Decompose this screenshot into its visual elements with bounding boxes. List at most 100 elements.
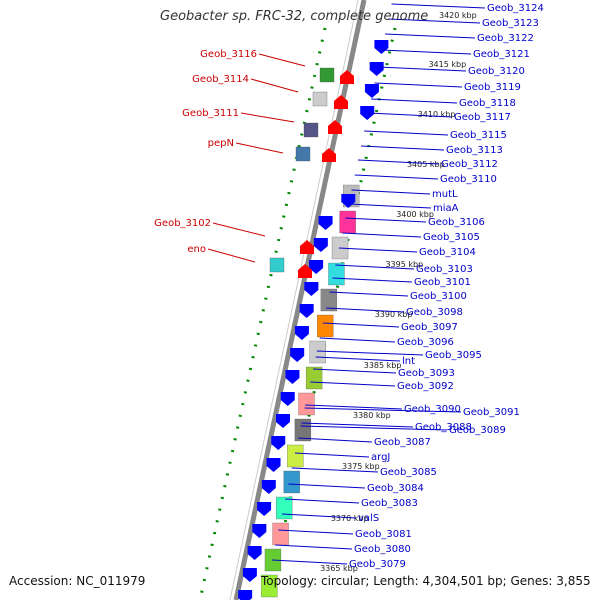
sequence-axis [233, 0, 367, 600]
tick-label: 3400 kbp [396, 210, 434, 219]
left-gene-label: Geob_3116 [200, 49, 257, 60]
right-label-leader [360, 145, 445, 151]
left-feature-block [269, 257, 285, 273]
feature-block [320, 288, 338, 312]
right-label-leader [288, 483, 366, 489]
right-gene-label: Geob_3110 [440, 174, 497, 185]
tick-label: 3410 kbp [418, 110, 456, 119]
right-label-leader [391, 3, 486, 9]
feature-block [283, 470, 300, 494]
right-label-leader [271, 559, 348, 565]
right-gene-label: Geob_3095 [425, 350, 482, 361]
feature-block [287, 444, 304, 468]
right-gene-label: Geob_3106 [428, 217, 485, 228]
feature-block [294, 418, 312, 442]
tick-label: 3385 kbp [364, 361, 402, 370]
right-label-leader [278, 529, 354, 535]
forward-gene-arrow [322, 148, 336, 162]
forward-gene-arrow [300, 240, 314, 254]
right-label-leader [322, 322, 400, 328]
feature-block [261, 574, 278, 598]
right-label-leader [275, 544, 353, 550]
reverse-gene-arrow [261, 480, 276, 494]
right-gene-label: Geob_3079 [349, 559, 406, 570]
right-label-leader [312, 368, 397, 374]
reverse-gene-arrow [374, 40, 389, 54]
right-gene-label: valS [358, 513, 379, 524]
forward-gene-arrow [328, 120, 342, 134]
right-tick-line [266, 27, 397, 600]
genome-title: Geobacter sp. FRC-32, complete genome [160, 9, 429, 24]
feature-block [328, 262, 345, 286]
left-label-leader [250, 78, 299, 93]
right-gene-label: Geob_3103 [416, 264, 473, 275]
topology-summary: Topology: circular; Length: 4,304,501 bp… [261, 574, 591, 588]
right-gene-label: lnt [402, 356, 415, 367]
left-label-leader [235, 142, 284, 154]
left-label-leader [240, 112, 295, 123]
right-gene-label: argJ [371, 452, 390, 463]
right-gene-label: Geob_3085 [380, 467, 437, 478]
right-gene-label: Geob_3124 [487, 3, 544, 14]
right-label-leader [291, 467, 379, 473]
right-label-leader [364, 130, 449, 136]
right-label-leader [374, 82, 463, 88]
right-label-leader [388, 18, 481, 24]
right-gene-label: mutL [432, 189, 458, 200]
right-gene-label: Geob_3080 [354, 544, 411, 555]
right-label-leader [316, 350, 424, 356]
forward-gene-arrow [334, 95, 348, 109]
right-label-leader [385, 33, 476, 39]
reverse-gene-arrow [285, 370, 300, 384]
reverse-gene-arrow [318, 216, 333, 230]
reverse-gene-arrow [257, 502, 272, 516]
reverse-gene-arrow [252, 524, 267, 538]
tick-label: 3420 kbp [439, 11, 477, 20]
left-gene-label: Geob_3111 [182, 108, 239, 119]
feature-block [305, 366, 323, 390]
reverse-gene-arrow [238, 590, 253, 600]
reverse-gene-arrow [304, 282, 319, 296]
right-gene-label: miaA [433, 203, 459, 214]
reverse-gene-arrow [266, 458, 281, 472]
reverse-gene-arrow [360, 106, 375, 120]
forward-gene-arrow [298, 264, 312, 278]
right-label-leader [371, 98, 458, 104]
left-gene-label: Geob_3114 [192, 74, 249, 85]
right-label-leader [301, 422, 414, 428]
right-label-leader [342, 232, 422, 238]
right-gene-label: Geob_3083 [361, 498, 418, 509]
right-label-leader [285, 498, 360, 504]
reverse-gene-arrow [247, 546, 262, 560]
right-label-leader [310, 381, 396, 387]
tick-label: 3380 kbp [353, 411, 391, 420]
right-gene-label: Geob_3113 [446, 145, 503, 156]
right-label-leader [357, 159, 440, 165]
right-label-leader [368, 112, 453, 118]
right-gene-label: Geob_3118 [459, 98, 516, 109]
right-label-leader [305, 404, 403, 410]
feature-block [272, 522, 289, 546]
forward-gene-arrow [340, 70, 354, 84]
right-label-leader [339, 247, 418, 253]
right-label-leader [351, 189, 431, 195]
left-feature-block [319, 67, 335, 83]
right-gene-label: Geob_3112 [441, 159, 498, 170]
right-gene-label: Geob_3123 [482, 18, 539, 29]
tick-label: 3395 kbp [385, 260, 423, 269]
right-label-leader [281, 513, 357, 519]
left-feature-block [303, 122, 319, 138]
right-gene-label: Geob_3100 [410, 291, 467, 302]
reverse-gene-arrow [313, 238, 328, 252]
left-label-leader [207, 248, 256, 263]
right-label-leader [377, 66, 467, 72]
tick-label: 3370 kbp [331, 514, 369, 523]
left-gene-label: pepN [208, 138, 234, 149]
right-gene-label: Geob_3088 [415, 422, 472, 433]
right-gene-label: Geob_3101 [414, 277, 471, 288]
right-gene-label: Geob_3098 [406, 307, 463, 318]
right-label-leader [300, 425, 448, 431]
reverse-gene-arrow [364, 84, 379, 98]
right-label-leader [348, 203, 432, 209]
